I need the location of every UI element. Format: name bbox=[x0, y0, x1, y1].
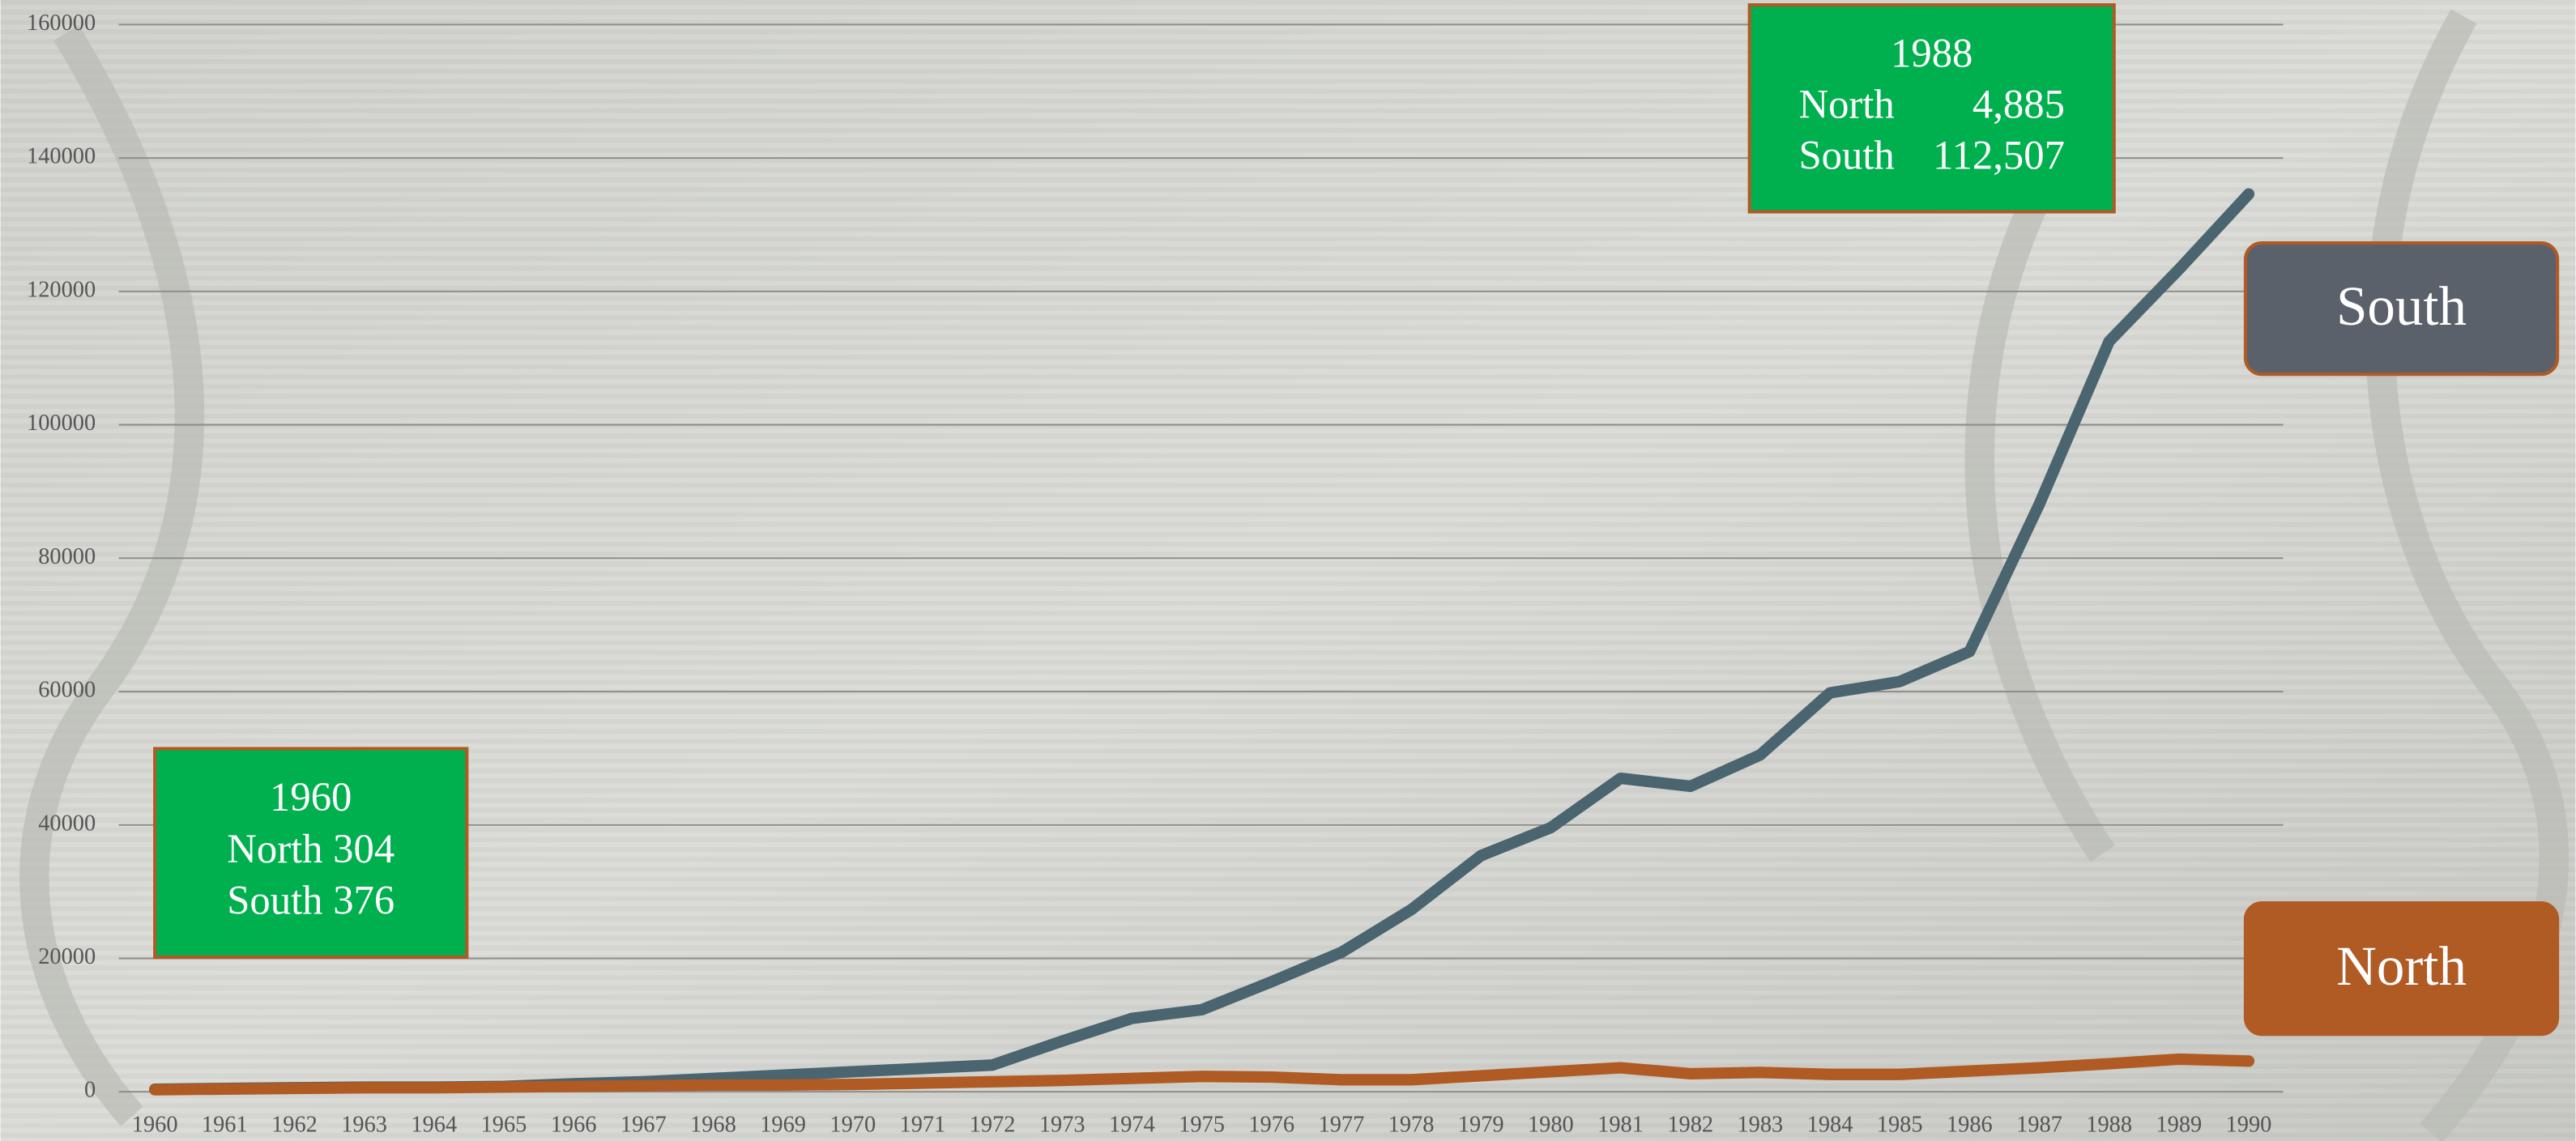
y-tick-label: 160000 bbox=[27, 11, 96, 36]
x-tick-label: 1983 bbox=[1737, 1112, 1783, 1137]
y-tick-label: 120000 bbox=[27, 277, 96, 302]
x-tick-label: 1971 bbox=[900, 1112, 946, 1137]
x-tick-label: 1980 bbox=[1528, 1112, 1574, 1137]
x-tick-label: 1985 bbox=[1877, 1112, 1923, 1137]
x-tick-label: 1986 bbox=[1947, 1112, 1993, 1137]
y-tick-label: 140000 bbox=[27, 144, 96, 169]
annotation-value: 4,885 bbox=[1973, 81, 2065, 126]
x-tick-label: 1975 bbox=[1179, 1112, 1225, 1137]
x-tick-label: 1963 bbox=[341, 1112, 387, 1137]
x-tick-label: 1968 bbox=[690, 1112, 736, 1137]
x-tick-label: 1979 bbox=[1458, 1112, 1504, 1137]
x-tick-label: 1990 bbox=[2226, 1112, 2272, 1137]
x-tick-label: 1988 bbox=[2086, 1112, 2132, 1137]
x-tick-label: 1965 bbox=[481, 1112, 527, 1137]
annotation-title: 1988 bbox=[1891, 31, 1973, 76]
series-line bbox=[149, 1053, 2255, 1096]
legend-label: North bbox=[2336, 935, 2467, 997]
x-tick-label: 1989 bbox=[2156, 1112, 2202, 1137]
x-tick-label: 1984 bbox=[1807, 1112, 1853, 1137]
annotation-box bbox=[153, 747, 469, 959]
legend-box bbox=[2243, 241, 2560, 377]
annotations: 1960 North 304 South 376 1988 North 4,885 Sout… bbox=[153, 3, 2116, 959]
y-tick-label: 100000 bbox=[27, 411, 96, 436]
x-tick-label: 1973 bbox=[1039, 1112, 1085, 1137]
x-tick-label: 1977 bbox=[1319, 1112, 1365, 1137]
annotation-box bbox=[1747, 3, 2116, 214]
x-tick-label: 1967 bbox=[621, 1112, 667, 1137]
annotation-label: North bbox=[1799, 81, 1895, 126]
annotation-value: 112,507 bbox=[1933, 132, 2065, 177]
x-tick-label: 1966 bbox=[551, 1112, 597, 1137]
x-tick-label: 1970 bbox=[830, 1112, 876, 1137]
x-tick-label: 1981 bbox=[1597, 1112, 1644, 1137]
y-tick-label: 60000 bbox=[38, 678, 96, 703]
legend-box bbox=[2243, 901, 2560, 1037]
y-tick-label: 0 bbox=[84, 1078, 96, 1103]
legend-label: South bbox=[2336, 275, 2467, 337]
legend: South North bbox=[2243, 241, 2560, 1037]
x-tick-label: 1974 bbox=[1109, 1112, 1155, 1137]
y-tick-label: 80000 bbox=[38, 544, 96, 569]
x-tick-label: 1961 bbox=[202, 1112, 248, 1137]
annotation-label: South bbox=[1799, 132, 1895, 177]
y-tick-label: 40000 bbox=[38, 811, 96, 836]
annotation-text: North 304 bbox=[227, 826, 395, 871]
x-tick-label: 1960 bbox=[132, 1112, 178, 1137]
x-tick-label: 1969 bbox=[760, 1112, 806, 1137]
x-tick-label: 1972 bbox=[970, 1112, 1016, 1137]
x-tick-label: 1964 bbox=[411, 1112, 457, 1137]
plot bbox=[149, 188, 2255, 1096]
grid bbox=[118, 23, 2284, 1093]
x-tick-label: 1978 bbox=[1388, 1112, 1435, 1137]
x-tick-label: 1962 bbox=[271, 1112, 318, 1137]
x-tick-label: 1987 bbox=[2016, 1112, 2062, 1137]
x-tick-label: 1976 bbox=[1248, 1112, 1294, 1137]
axis-labels: 0 20000 40000 60000 80000 100000 120000 140000 1… bbox=[27, 11, 2271, 1137]
y-tick-label: 20000 bbox=[38, 944, 96, 969]
annotation-text: South 376 bbox=[227, 878, 395, 923]
annotation-text: 1960 bbox=[270, 774, 352, 820]
x-tick-label: 1982 bbox=[1667, 1112, 1713, 1137]
